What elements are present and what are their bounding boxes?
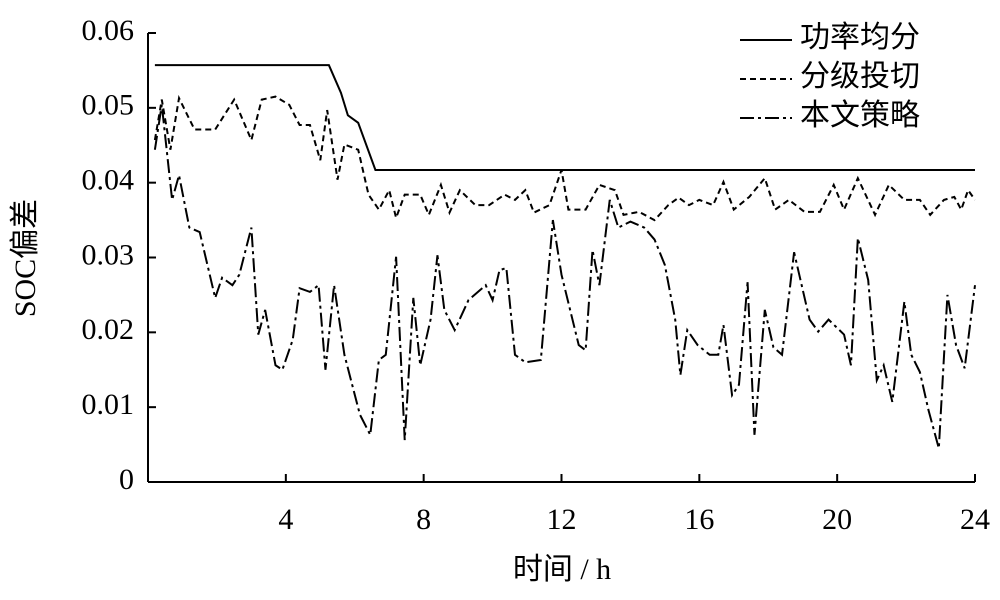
x-axis-label: 时间 / h	[513, 553, 611, 586]
x-tick-label: 4	[278, 503, 293, 536]
x-tick-label: 24	[960, 503, 990, 536]
series-line	[153, 94, 976, 222]
x-tick-label: 8	[416, 503, 431, 536]
series-line	[153, 104, 976, 449]
series-line	[154, 64, 975, 171]
y-axis-label: SOC偏差	[9, 199, 42, 317]
x-tick-label: 20	[822, 503, 852, 536]
y-tick-label: 0.01	[82, 388, 135, 421]
y-tick-label: 0.02	[82, 313, 135, 346]
y-tick-label: 0	[119, 463, 134, 496]
legend-label: 功率均分	[800, 21, 920, 54]
y-tick-label: 0.04	[82, 164, 135, 197]
x-tick-label: 12	[547, 503, 577, 536]
legend-label: 本文策略	[800, 99, 920, 132]
y-tick-label: 0.03	[82, 238, 135, 271]
x-tick-label: 16	[684, 503, 714, 536]
legend-label: 分级投切	[800, 60, 920, 93]
y-tick-label: 0.05	[82, 89, 135, 122]
y-tick-label: 0.06	[82, 14, 135, 47]
